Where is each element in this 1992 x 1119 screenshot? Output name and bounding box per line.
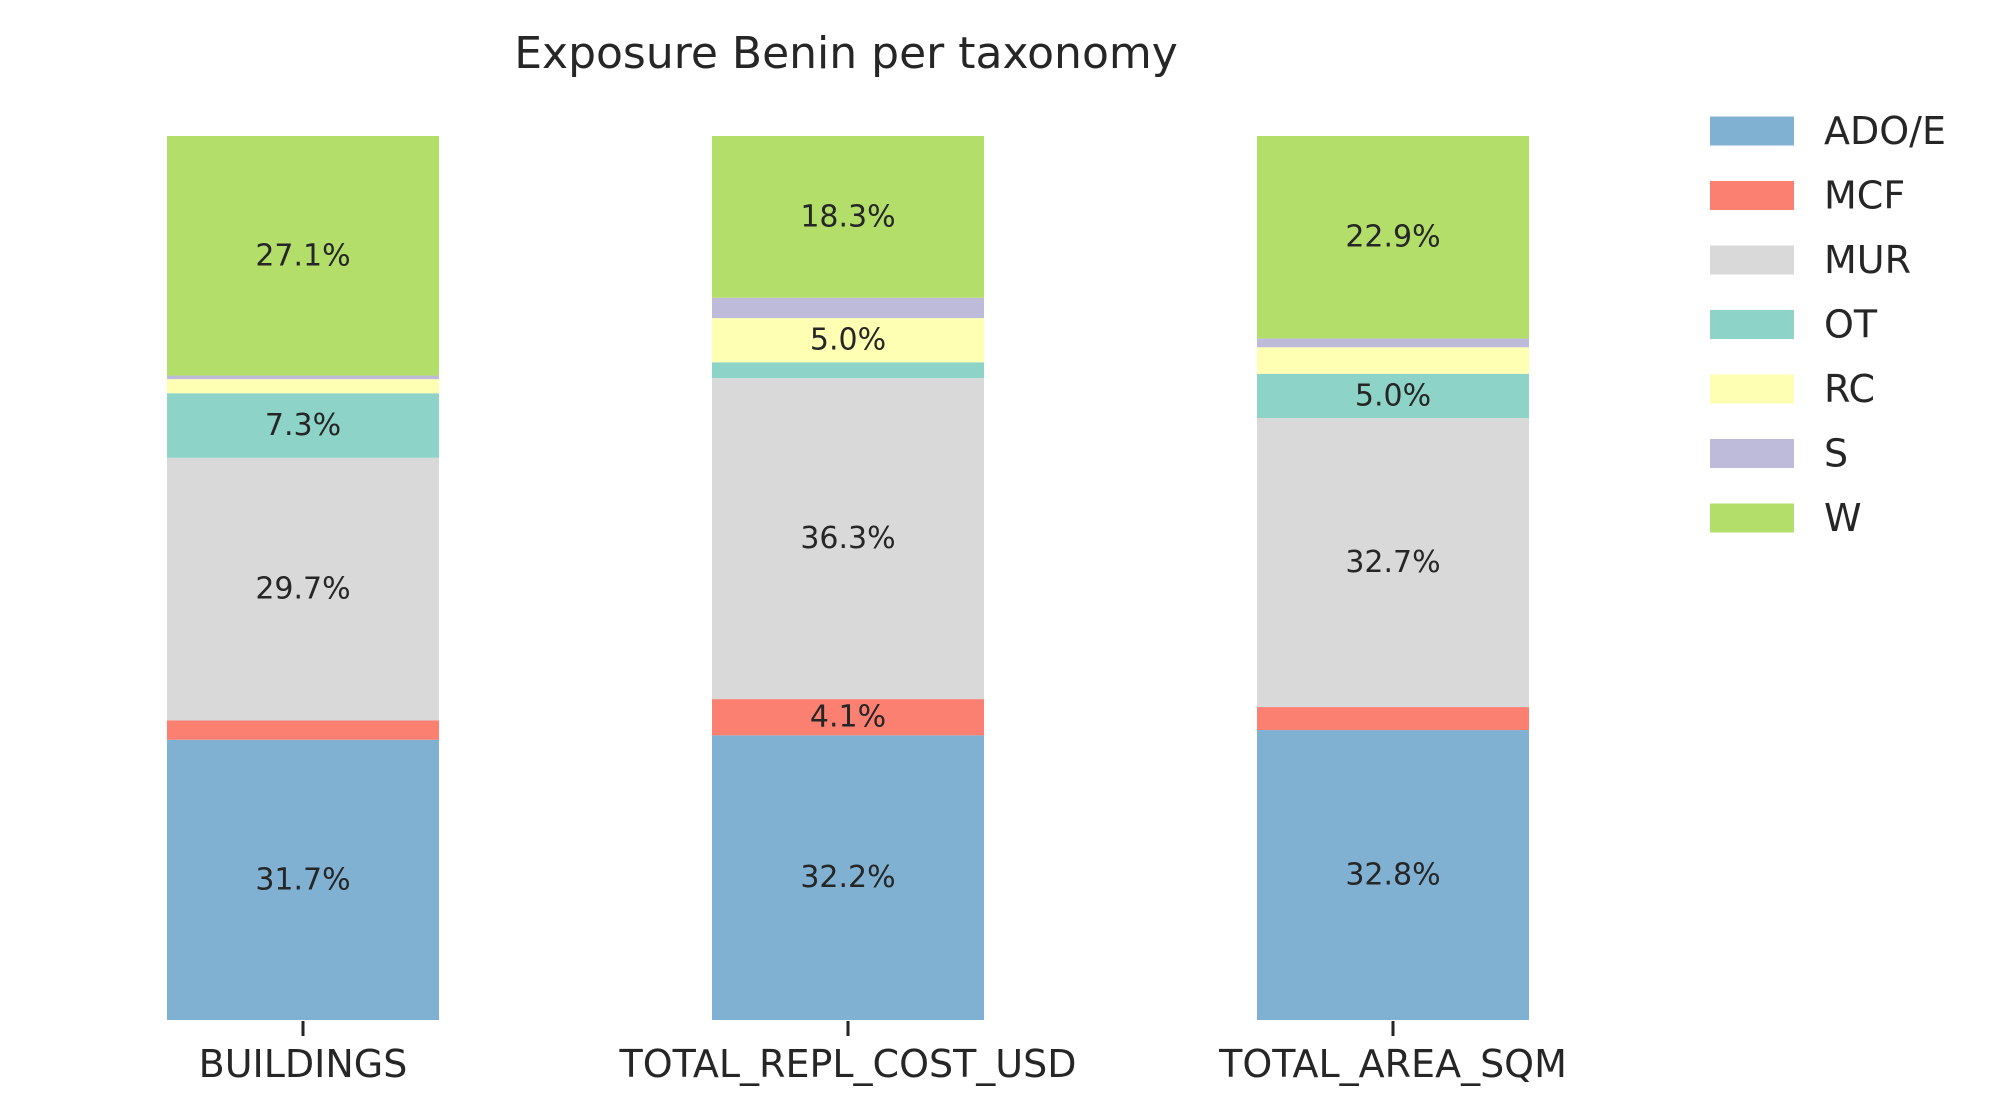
- segment-label-rc-2: 5.0%: [810, 323, 886, 358]
- legend-label-mur: MUR: [1824, 238, 1911, 282]
- legend-label-w: W: [1824, 496, 1862, 540]
- legend-label-ado-e: ADO/E: [1824, 109, 1946, 153]
- segment-label-w-2: 18.3%: [800, 199, 895, 234]
- bar-segment-mur-1: [167, 457, 439, 721]
- segment-label-mur-1: 29.7%: [255, 572, 350, 607]
- bar-segment-mcf-3: [1257, 707, 1529, 731]
- legend-swatch-rc: [1710, 374, 1794, 404]
- bar-segment-s-2: [712, 297, 984, 319]
- bar-segment-mcf-1: [167, 720, 439, 740]
- bar-segment-ado-e-1: [167, 739, 439, 1020]
- segment-label-ado-e-1: 31.7%: [255, 862, 350, 897]
- segment-label-ot-1: 7.3%: [265, 408, 341, 443]
- x-axis: BUILDINGS TOTAL_REPL_COST_USD TOTAL_AREA_S…: [199, 1021, 1567, 1086]
- segment-label-mur-2: 36.3%: [800, 521, 895, 556]
- bar-segment-mur-3: [1257, 417, 1529, 708]
- bar-segment-ot-1: [167, 393, 439, 458]
- legend-label-s: S: [1824, 432, 1848, 476]
- legend-swatch-mur: [1710, 245, 1794, 275]
- segment-label-w-3: 22.9%: [1345, 220, 1440, 255]
- legend-swatch-w: [1710, 503, 1794, 533]
- bar-segment-rc-3: [1257, 347, 1529, 374]
- bar-segment-ado-e-3: [1257, 730, 1529, 1020]
- bar-segment-mcf-2: [712, 699, 984, 736]
- legend-swatch-mcf: [1710, 181, 1794, 210]
- segment-label-mur-3: 32.7%: [1345, 545, 1440, 580]
- bar-segment-ado-e-2: [712, 735, 984, 1020]
- legend-label-mcf: MCF: [1824, 174, 1905, 218]
- legend: ADO/E MCF MUR OT RC SW: [1710, 109, 1946, 540]
- legend-swatch-s: [1710, 439, 1794, 468]
- legend-label-ot: OT: [1824, 303, 1878, 347]
- segment-label-w-1: 27.1%: [255, 238, 350, 273]
- segment-label-ado-e-3: 32.8%: [1345, 858, 1440, 893]
- bar-segment-w-3: [1257, 136, 1529, 339]
- bar-segment-s-1: [167, 375, 439, 380]
- x-tick-label-3: TOTAL_AREA_SQM: [1218, 1042, 1567, 1086]
- segment-label-ot-3: 5.0%: [1355, 378, 1431, 413]
- bar-segment-w-2: [712, 136, 984, 298]
- legend-label-rc: RC: [1824, 367, 1875, 411]
- segment-labels-layer: 31.7% 29.7% 7.3% 27.1% 32.2% 4.1% 36.3% 5.0% 18.…: [255, 199, 1440, 897]
- segment-label-mcf-2: 4.1%: [810, 700, 886, 735]
- legend-swatch-ado-e: [1710, 116, 1794, 146]
- bar-segment-s-3: [1257, 338, 1529, 348]
- bars-layer: [167, 136, 1529, 1020]
- legend-swatch-ot: [1710, 310, 1794, 339]
- x-tick-label-1: BUILDINGS: [199, 1042, 408, 1086]
- bar-segment-ot-2: [712, 362, 984, 379]
- segment-label-ado-e-2: 32.2%: [800, 860, 895, 895]
- bar-segment-ot-3: [1257, 373, 1529, 418]
- bar-segment-w-1: [167, 136, 439, 376]
- x-tick-label-2: TOTAL_REPL_COST_USD: [618, 1042, 1076, 1086]
- bar-segment-rc-1: [167, 379, 439, 394]
- bar-segment-rc-2: [712, 318, 984, 363]
- bar-segment-mur-2: [712, 378, 984, 700]
- chart-title: Exposure Benin per taxonomy: [514, 28, 1178, 79]
